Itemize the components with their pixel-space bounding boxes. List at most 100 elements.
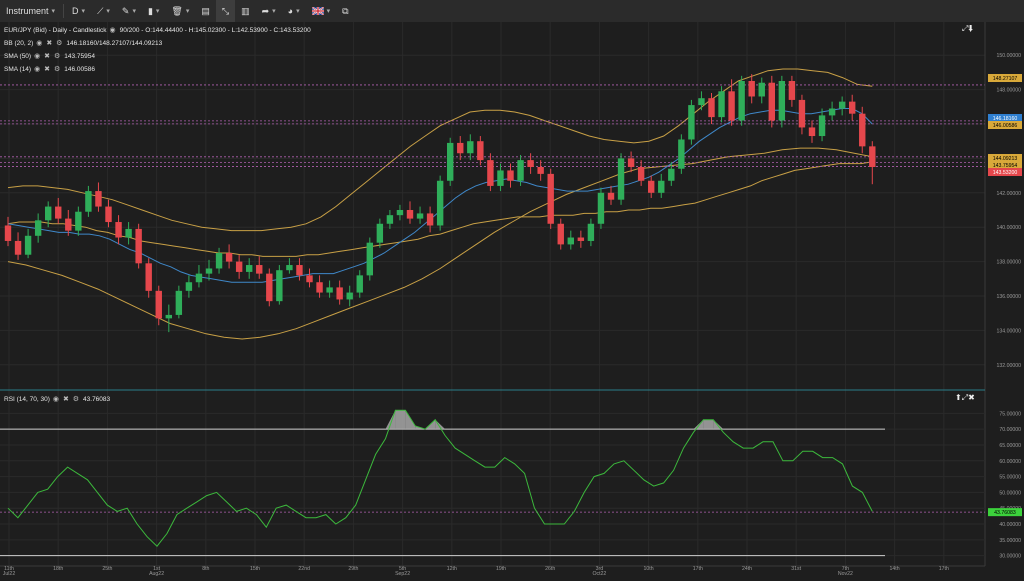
rsi-axis-tick-label: 70.00000	[999, 427, 1021, 433]
time-axis-label: 24th	[742, 566, 752, 572]
candle-body	[386, 215, 394, 224]
time-axis-label: 25th	[102, 566, 112, 572]
candle-body	[34, 220, 42, 236]
rsi-pane: 75.00000 70.00000 65.00000 60.00000 55.00000…	[0, 409, 1022, 560]
candle-body	[246, 265, 253, 272]
price-tag-label: 144.09213	[993, 156, 1018, 162]
fit-button[interactable]: ⤡	[215, 0, 236, 22]
time-axis-label: 12th	[447, 566, 457, 572]
layout-button[interactable]: ▤	[195, 0, 216, 22]
chevron-down-icon: ▾	[81, 8, 86, 15]
bb-value: 146.18160/148.27107/144.09213	[66, 40, 163, 47]
rsi-axis-tick-label: 30.00000	[999, 554, 1021, 560]
time-axis-month-label: Oct22	[592, 571, 606, 576]
candle-body	[537, 167, 544, 174]
candle-body	[467, 141, 474, 154]
candles	[4, 74, 876, 333]
rsi-axis-tick-label: 35.00000	[999, 538, 1021, 544]
candle-body	[165, 314, 172, 319]
candle-body	[849, 101, 856, 114]
chevron-down-icon: ▾	[155, 8, 160, 15]
candle-body	[758, 82, 765, 97]
eye-close-gear-icons[interactable]: ◉ ✖ ⚙	[36, 40, 64, 47]
eye-close-gear-icons[interactable]: ◉ ✖ ⚙	[34, 66, 62, 73]
candle-body	[286, 265, 293, 271]
eye-close-gear-icons[interactable]: ◉ ✖ ⚙	[34, 53, 62, 60]
maximize-icon: ⤢	[961, 393, 969, 402]
candlestick-chart[interactable]: 150.00000148.00000146.00000144.00000142.…	[0, 22, 1024, 577]
candle-body	[4, 225, 12, 241]
eye-icon[interactable]: ◉	[109, 27, 117, 34]
candle-body	[426, 213, 434, 226]
period-dropdown[interactable]: D ▾	[66, 0, 91, 22]
time-axis-label: 7th	[842, 566, 849, 572]
theme-dropdown[interactable]: ◕ ▾	[282, 0, 306, 22]
rsi-axis-tick-label: 60.00000	[999, 459, 1021, 465]
time-axis-label: 22nd	[298, 566, 310, 572]
rsi-axis-tick-label: 40.00000	[999, 522, 1021, 528]
candle-body	[748, 81, 755, 97]
candle-body	[688, 105, 695, 140]
chevron-down-icon: ▾	[185, 8, 190, 15]
price-axis-tick-label: 132.00000	[996, 363, 1021, 369]
candle-body	[145, 263, 152, 291]
legend-title-row: EUR/JPY (Bid) - Daily - Candlestick ◉ 90…	[4, 24, 311, 37]
candle-body	[45, 206, 52, 221]
candle-body	[416, 213, 424, 219]
candle-body	[215, 253, 223, 269]
rsi-overbought-fill	[693, 419, 704, 430]
price-axis-tick-label: 150.00000	[996, 53, 1021, 59]
legend-bb-row: BB (20, 2) ◉ ✖ ⚙ 146.18160/148.27107/144…	[4, 37, 311, 50]
candle-body	[627, 158, 635, 167]
rsi-overbought-fill	[703, 419, 714, 430]
delete-dropdown[interactable]: 🗑 ▾	[165, 0, 195, 22]
time-axis-label: 17th	[939, 566, 949, 572]
chevron-down-icon: ▾	[106, 8, 110, 15]
candle-body	[396, 210, 404, 216]
arrow-down-icon: ⬇	[968, 24, 974, 33]
candle-body	[517, 160, 524, 181]
bb-name: BB (20, 2)	[4, 40, 34, 47]
legend-sma50-row: SMA (50) ◉ ✖ ⚙ 143.75954	[4, 50, 311, 63]
rsi-pane-controls[interactable]: ⬆⤢✖	[955, 393, 975, 403]
time-axis-label: 18th	[53, 566, 63, 572]
time-axis-label: 10th	[644, 566, 654, 572]
candle-body	[577, 237, 585, 241]
candle-body	[105, 206, 112, 223]
candle-body	[557, 223, 564, 245]
candle-body	[678, 139, 685, 169]
candle-body	[869, 146, 876, 167]
share-dropdown[interactable]: ➦ ▾	[256, 0, 282, 22]
copy-button[interactable]: ⧉	[336, 0, 354, 22]
price-tag-label: 146.00586	[993, 123, 1018, 129]
candle-body	[607, 192, 615, 200]
candle-body	[55, 206, 62, 219]
candle-body	[457, 142, 464, 154]
price-tag-label: 143.75954	[993, 163, 1018, 169]
drawing-tools-dropdown[interactable]: ⟋ ▾	[91, 0, 116, 22]
candle-body	[276, 270, 283, 302]
pencil-tools-dropdown[interactable]: ✎ ▾	[116, 0, 142, 22]
candle-body	[718, 91, 725, 118]
rsi-value: 43.76083	[83, 396, 111, 403]
eye-close-gear-icons[interactable]: ◉ ✖ ⚙	[52, 396, 81, 403]
price-axis-tick-label: 136.00000	[996, 294, 1021, 300]
maximize-pane-button[interactable]: ⤢⬇	[962, 24, 973, 34]
candle-body	[346, 292, 353, 300]
candle-body	[436, 180, 444, 226]
pencil-icon: ✎	[121, 5, 130, 16]
candle-body	[195, 273, 203, 283]
candle-body	[125, 228, 132, 238]
price-axis-tick-label: 142.00000	[996, 191, 1021, 197]
candle-body	[587, 223, 595, 241]
chart-type-dropdown[interactable]: ▮ ▾	[142, 0, 165, 22]
instrument-dropdown[interactable]: Instrument ▾	[0, 0, 61, 22]
time-axis-label: 11th	[4, 566, 14, 572]
rsi-value-tag	[988, 508, 1022, 517]
indicators-button[interactable]: ▥	[235, 0, 256, 22]
close-icon: ✖	[968, 393, 975, 402]
price-tag	[988, 161, 1022, 169]
language-dropdown[interactable]: ▾	[306, 0, 337, 22]
chart-area[interactable]: 150.00000148.00000146.00000144.00000142.…	[0, 22, 1024, 577]
